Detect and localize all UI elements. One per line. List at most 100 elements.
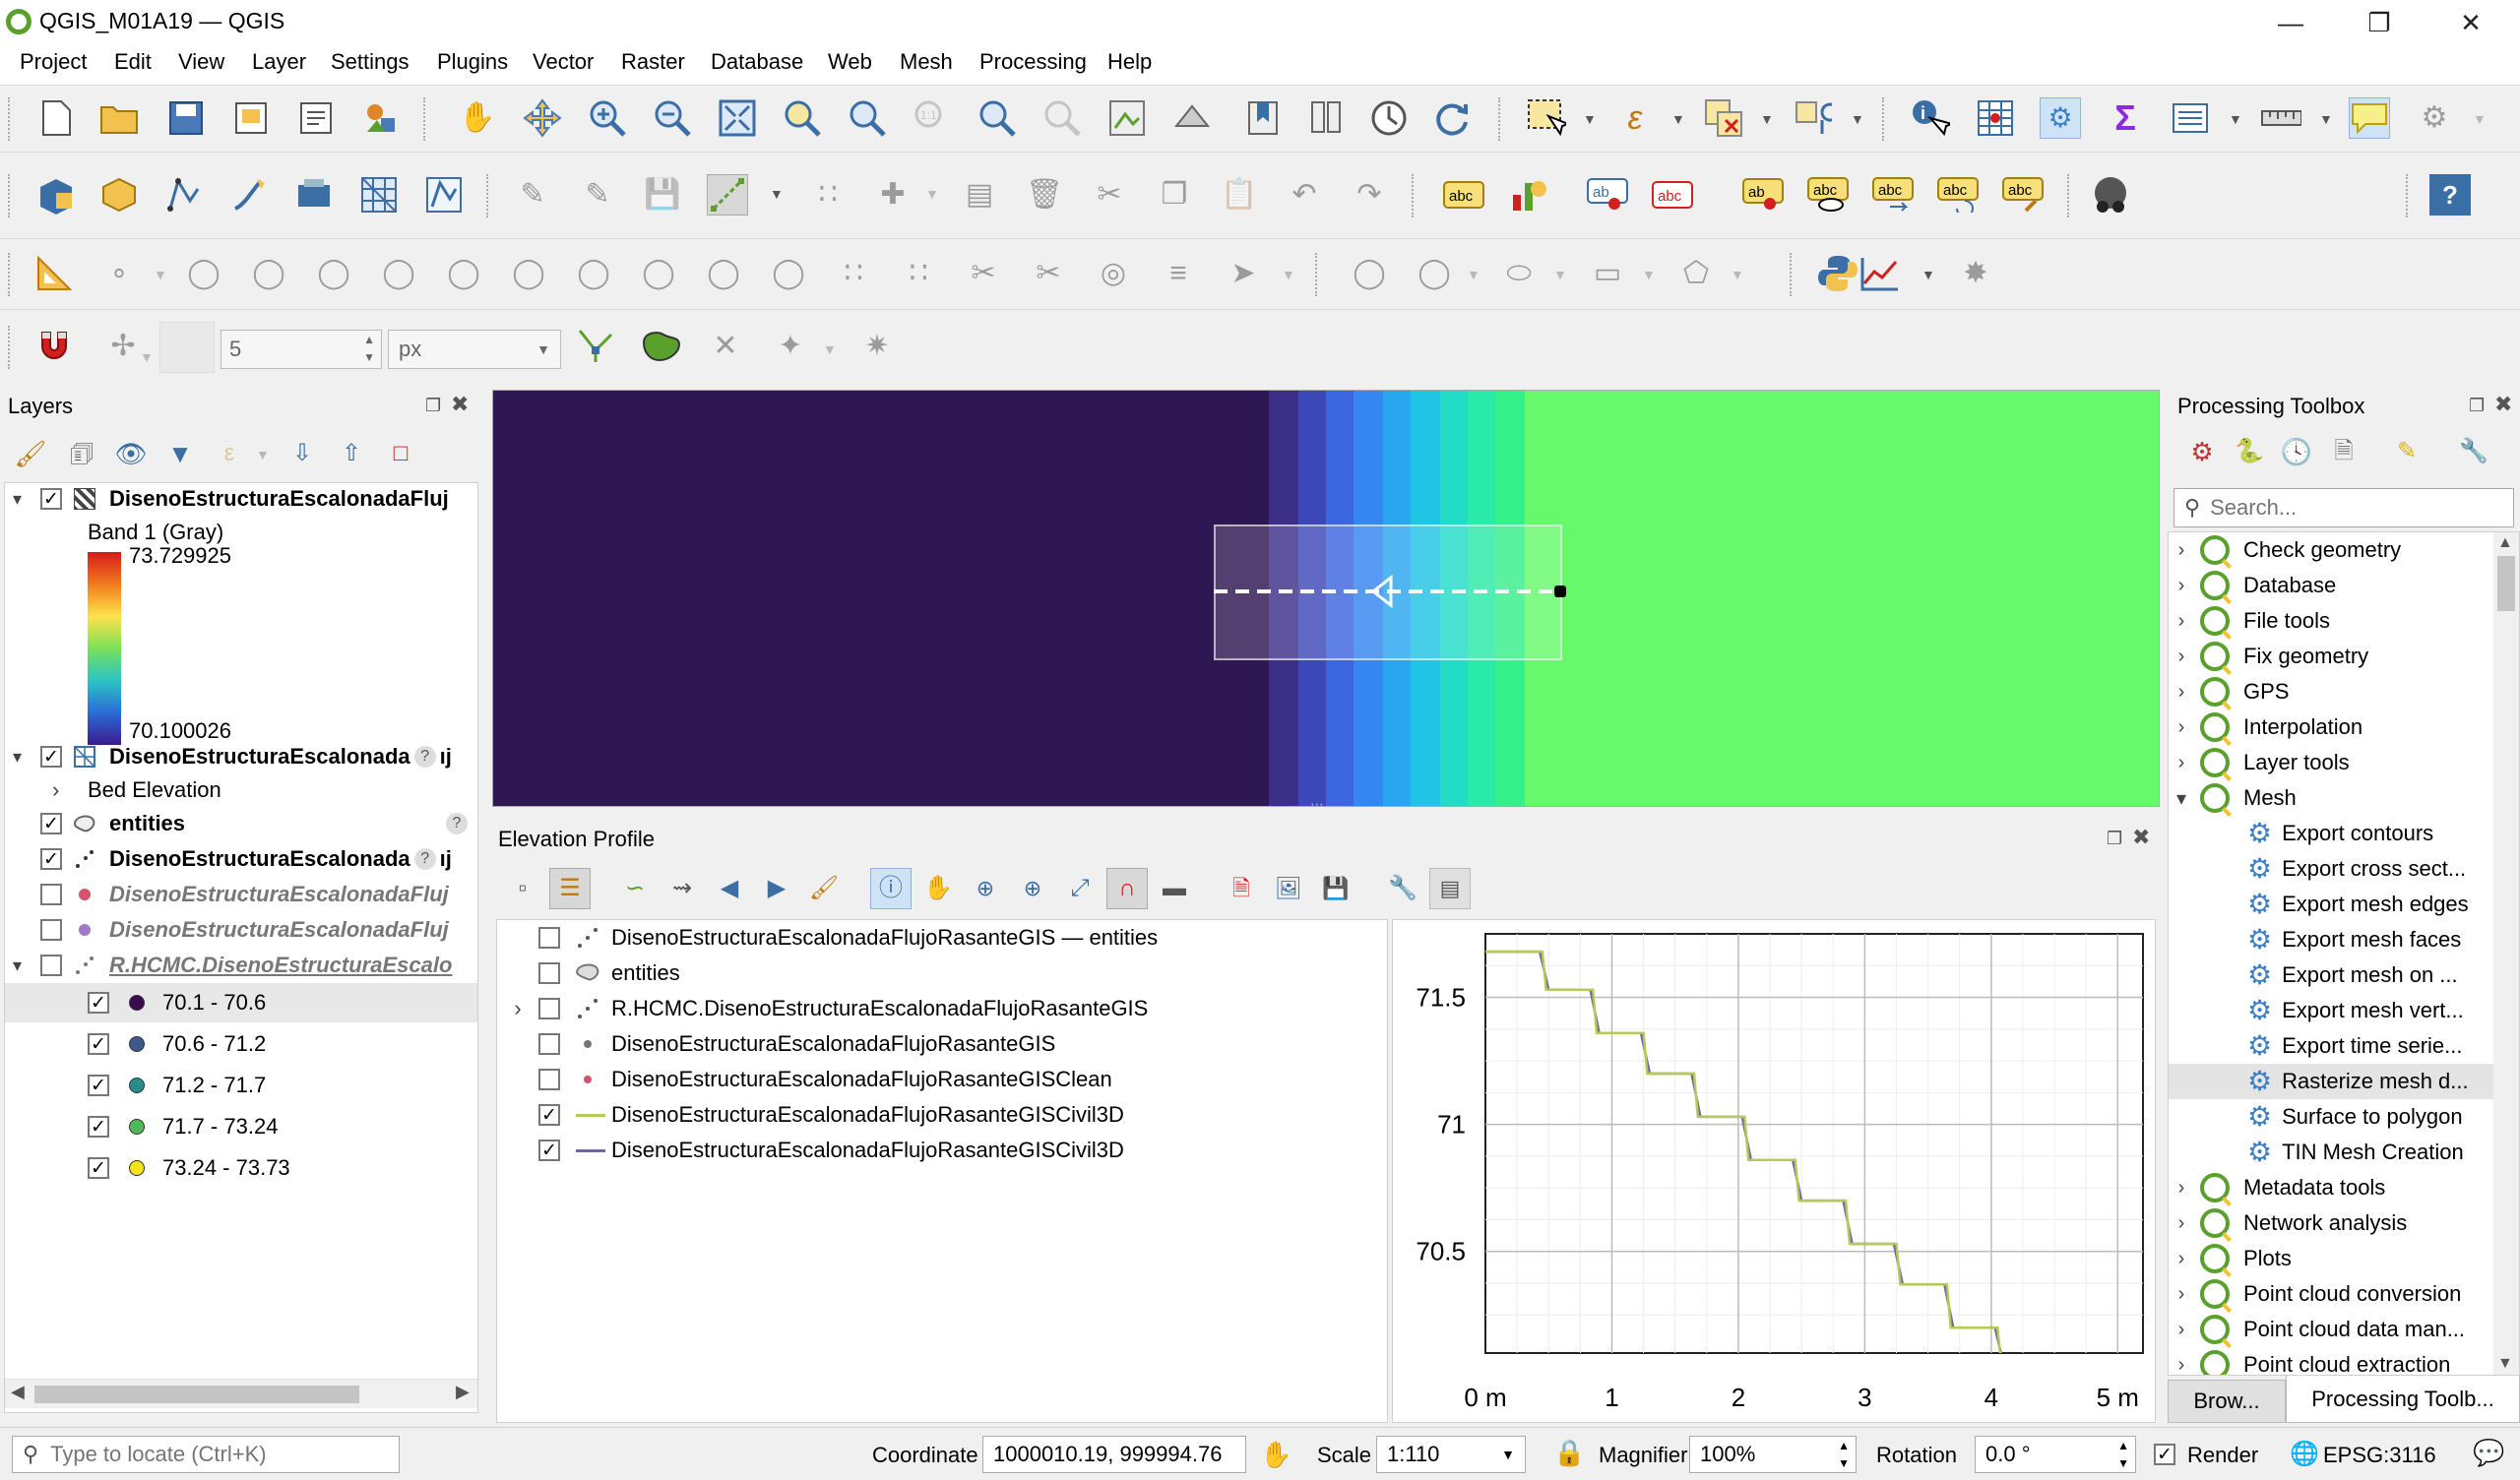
layer-row-points[interactable]: ✓ DisenoEstructuraEscalonada ? ıj	[13, 843, 452, 875]
map-canvas[interactable]: ⋯	[492, 390, 2160, 807]
profile-layer-checkbox[interactable]	[538, 998, 560, 1019]
toolbox-group[interactable]: › Database	[2169, 568, 2493, 603]
profile-layer-row[interactable]: ✓ DisenoEstructuraEscalonadaFlujoRasante…	[497, 1135, 1124, 1166]
profile-layer-row[interactable]: ✓ DisenoEstructuraEscalonadaFlujoRasante…	[497, 1099, 1124, 1131]
delete-selected-icon[interactable]: 🗑	[1025, 178, 1064, 211]
cad-tools-icon[interactable]	[33, 253, 75, 294]
dropdown-arrow-icon[interactable]: ▼	[770, 186, 784, 202]
vertical-scrollbar[interactable]: ▲ ▼	[2493, 532, 2519, 1375]
expand-arrow-icon[interactable]: ›	[2177, 715, 2185, 738]
lock-scale-icon[interactable]: 🔒	[1553, 1438, 1586, 1467]
scroll-down-icon[interactable]: ▼	[2497, 1355, 2513, 1372]
toolbar-grip[interactable]	[486, 174, 492, 217]
layer-row-rhcmc[interactable]: ▾ R.HCMC.DisenoEstructuraEscalo	[13, 950, 452, 981]
toolbox-search[interactable]: ⚲	[2174, 488, 2514, 527]
unknown-crs-badge[interactable]: ?	[446, 813, 468, 834]
split-parts-icon[interactable]: ∷	[909, 257, 928, 289]
current-edits-icon[interactable]: ✎	[520, 178, 545, 211]
toolbox-group[interactable]: › Network analysis	[2169, 1205, 2493, 1241]
toolbox-algorithm[interactable]: ⚙ Export mesh edges	[2169, 887, 2493, 922]
measure-line-icon[interactable]	[2260, 97, 2301, 139]
layer-visibility-checkbox[interactable]	[40, 919, 62, 941]
new-map-view-icon[interactable]	[1106, 97, 1148, 139]
statistical-summary-icon[interactable]: Σ	[2114, 97, 2136, 138]
temporal-controller-icon[interactable]	[1368, 97, 1410, 139]
layer-tree-toggle-icon[interactable]: ☰	[549, 868, 591, 909]
map-tips-icon[interactable]	[2349, 97, 2390, 139]
menu-processing[interactable]: Processing	[979, 49, 1087, 74]
shape-digitize-icon[interactable]: ◯	[1353, 257, 1386, 289]
dropdown-arrow-icon[interactable]: ▼	[1583, 111, 1597, 127]
deselect-features-icon[interactable]	[1703, 97, 1744, 139]
class-checkbox[interactable]: ✓	[88, 1033, 109, 1055]
style-layer-icon[interactable]: 🖌	[14, 439, 47, 468]
topological-editing-icon[interactable]	[575, 326, 616, 367]
pan-to-selection-icon[interactable]	[522, 97, 563, 139]
step-backward-icon[interactable]: ◀	[720, 875, 739, 901]
toolbar-grip[interactable]	[1498, 97, 1504, 141]
toolbar-grip[interactable]	[2067, 174, 2073, 217]
python-console-icon[interactable]	[1817, 253, 1858, 294]
horizontal-scrollbar[interactable]: ◀ ▶	[5, 1379, 477, 1408]
locator-box[interactable]: ⚲	[12, 1436, 400, 1473]
layer-row-hidden-1[interactable]: DisenoEstructuraEscalonadaFluj	[13, 879, 449, 910]
rectangle-digitize-icon[interactable]: ▭	[1593, 257, 1622, 289]
toolbox-group[interactable]: › Plots	[2169, 1241, 2493, 1276]
zoom-full-profile-icon[interactable]: ⤢	[1070, 875, 1090, 901]
zoom-to-layer-icon[interactable]	[847, 97, 888, 139]
select-by-location-icon[interactable]	[1792, 97, 1833, 139]
collapse-arrow-icon[interactable]: ▾	[13, 488, 23, 509]
delete-ring-icon[interactable]: ◯	[707, 257, 740, 289]
unknown-crs-badge[interactable]: ?	[413, 746, 436, 768]
class-checkbox[interactable]: ✓	[88, 1075, 109, 1096]
profile-layer-checkbox[interactable]	[538, 1069, 560, 1090]
menu-raster[interactable]: Raster	[621, 49, 685, 74]
toolbox-algorithm[interactable]: ⚙ Export contours	[2169, 816, 2493, 851]
scroll-up-icon[interactable]: ▲	[2497, 534, 2513, 551]
refresh-icon[interactable]	[1431, 97, 1473, 139]
dropdown-arrow-icon[interactable]: ▼	[1731, 267, 1744, 282]
open-project-icon[interactable]	[98, 97, 140, 139]
toolbar-grip[interactable]	[8, 253, 14, 296]
menu-vector[interactable]: Vector	[533, 49, 595, 74]
class-checkbox[interactable]: ✓	[88, 1157, 109, 1179]
snapping-mode-icon[interactable]: ✢	[110, 330, 136, 362]
dock-toggle-icon[interactable]: ▤	[1429, 868, 1471, 909]
scroll-left-icon[interactable]: ◀	[11, 1382, 25, 1401]
layer-visibility-checkbox[interactable]	[40, 955, 62, 976]
measure-profile-icon[interactable]: ▬	[1163, 875, 1186, 901]
simplify-feature-icon[interactable]: ◯	[512, 257, 545, 289]
toolbox-algorithm[interactable]: ⚙ Surface to polygon	[2169, 1099, 2493, 1135]
capture-curve-icon[interactable]: ▫	[518, 875, 528, 901]
pin-labels-icon[interactable]: ab	[1742, 174, 1784, 216]
models-icon[interactable]: ⚙	[2190, 437, 2214, 466]
toolbar-grip[interactable]	[8, 97, 14, 141]
label-no-placement-icon[interactable]: abc	[1652, 174, 1693, 216]
profile-layer-checkbox[interactable]	[538, 962, 560, 984]
crs-status[interactable]: EPSG:3116	[2323, 1443, 2436, 1467]
locator-settings-icon[interactable]: ⚙	[2421, 101, 2448, 134]
expand-arrow-icon[interactable]: ›	[2177, 1211, 2185, 1234]
splitter-handle[interactable]: ⋯	[1310, 796, 1324, 807]
tab-processing-toolbox[interactable]: Processing Toolb...	[2286, 1376, 2520, 1423]
redo-icon[interactable]: ↷	[1356, 178, 1382, 211]
snapping-magnet-icon[interactable]	[33, 326, 75, 367]
toolbar-grip[interactable]	[1315, 253, 1321, 296]
expand-arrow-icon[interactable]: ›	[2177, 680, 2185, 703]
scrollbar-thumb[interactable]	[34, 1386, 359, 1403]
add-part-icon[interactable]: ◯	[577, 257, 610, 289]
move-label-icon[interactable]: abc	[1872, 174, 1914, 216]
profile-layer-row[interactable]: DisenoEstructuraEscalonadaFlujoRasanteGI…	[497, 1028, 1055, 1060]
new-annotation-layer-icon[interactable]	[423, 174, 465, 216]
label-toolbar-icon[interactable]: abc	[1443, 174, 1484, 216]
undock-icon[interactable]: ❐	[2469, 396, 2486, 415]
export-pdf-icon[interactable]: 🗎	[1232, 876, 1250, 900]
toggle-editing-icon[interactable]: ✎	[585, 178, 610, 211]
reshape-features-icon[interactable]: ◯	[187, 257, 220, 289]
step-forward-icon[interactable]: ▶	[767, 875, 787, 901]
new-geopackage-layer-icon[interactable]	[98, 174, 140, 216]
select-by-expression-icon[interactable]: ε	[1627, 99, 1643, 137]
rotate-label-icon[interactable]: abc	[1937, 174, 1979, 216]
profile-layer-checkbox[interactable]: ✓	[538, 1104, 560, 1126]
toolbox-group[interactable]: › Check geometry	[2169, 532, 2493, 568]
